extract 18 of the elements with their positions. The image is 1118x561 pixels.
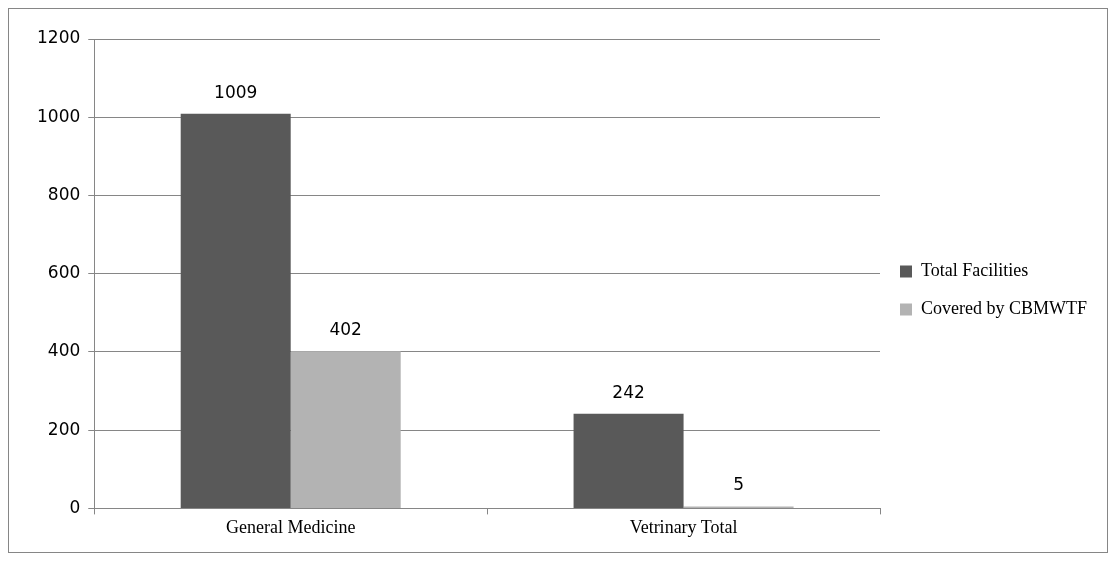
y-tick-label: 0 [69,496,81,517]
y-tick-label: 1000 [37,105,81,126]
x-tick-label: General Medicine [225,516,356,537]
legend-label: Total Facilities [921,260,1029,281]
bar [290,351,401,508]
y-tick-label: 800 [47,183,81,204]
legend-label: Covered by CBMWTF [921,298,1088,319]
data-label: 1009 [214,81,258,102]
y-tick-label: 200 [47,418,81,439]
bar [573,413,684,508]
y-tick-label: 1200 [37,27,81,48]
y-tick-label: 400 [47,340,81,361]
data-label: 402 [329,319,362,340]
y-tick-label: 600 [47,262,81,283]
data-label: 242 [612,381,645,402]
x-tick-label: Vetrinary Total [629,516,738,537]
data-label: 5 [733,474,744,495]
bar [180,113,291,508]
